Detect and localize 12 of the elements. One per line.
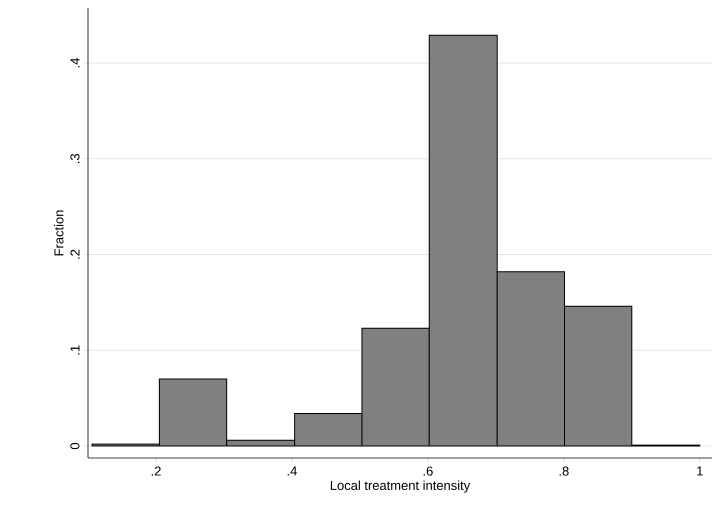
x-tick-label: .4 — [288, 466, 297, 476]
y-tick-label: .2 — [70, 250, 80, 259]
y-tick-label: .1 — [70, 346, 80, 354]
y-tick-label: .4 — [70, 58, 80, 68]
x-tick-label: .2 — [152, 466, 161, 476]
x-tick-label: .8 — [560, 466, 569, 476]
y-tick-label: 0 — [70, 442, 80, 450]
x-tick-label: .6 — [424, 466, 433, 476]
y-axis-title: Fraction — [54, 210, 64, 256]
x-axis-title: Local treatment intensity — [330, 480, 470, 493]
x-tick-label: 1 — [697, 466, 703, 476]
y-tick-label: .3 — [70, 154, 80, 164]
